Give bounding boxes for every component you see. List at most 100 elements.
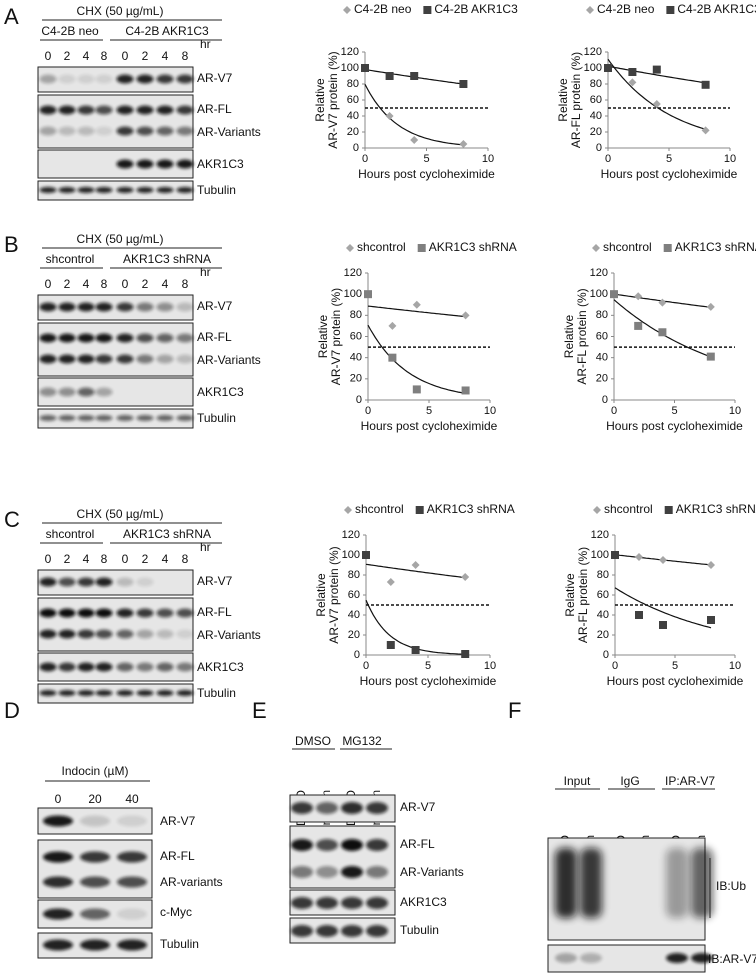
treatment-label: CHX (50 µg/mL) bbox=[77, 232, 164, 246]
legend-marker bbox=[666, 6, 675, 14]
x-axis-title: Hours post cycloheximide bbox=[361, 419, 498, 433]
lane-label: 8 bbox=[101, 277, 108, 291]
lane-label: 8 bbox=[182, 49, 189, 63]
row-label: AR-FL bbox=[197, 330, 232, 344]
legend-label: AKR1C3 shRNA bbox=[429, 240, 517, 254]
point bbox=[412, 300, 421, 309]
y-tick-label: 0 bbox=[596, 142, 602, 154]
y-tick-label: 20 bbox=[597, 629, 609, 641]
blot-band bbox=[136, 302, 154, 312]
blot-band bbox=[43, 939, 73, 951]
lane-label: 2 bbox=[142, 277, 149, 291]
point bbox=[412, 385, 421, 394]
blot-band bbox=[691, 953, 713, 963]
point bbox=[604, 64, 612, 72]
blot-band bbox=[58, 608, 76, 618]
blot-band bbox=[116, 577, 134, 587]
point bbox=[701, 126, 710, 135]
y-tick-label: 120 bbox=[590, 267, 608, 279]
legend-label: C4-2B neo bbox=[597, 2, 655, 16]
y-tick-label: 0 bbox=[354, 649, 360, 661]
blot-band bbox=[291, 802, 313, 814]
blot-band bbox=[136, 415, 154, 421]
blot-band bbox=[291, 897, 313, 909]
legend-marker bbox=[346, 244, 354, 252]
x-tick-label: 0 bbox=[365, 405, 371, 417]
lane-label: 4 bbox=[162, 49, 169, 63]
blot-band bbox=[43, 908, 73, 920]
blot-smear bbox=[691, 848, 713, 918]
point bbox=[652, 100, 661, 108]
blot-band bbox=[136, 159, 154, 169]
lane-label: 8 bbox=[101, 552, 108, 566]
blot-band bbox=[77, 105, 95, 115]
blot-band bbox=[58, 354, 76, 364]
y-tick-label: 120 bbox=[342, 529, 360, 541]
point bbox=[459, 80, 468, 88]
blot-band bbox=[95, 333, 113, 343]
point bbox=[652, 65, 661, 74]
blot-band bbox=[366, 866, 388, 878]
lane-label: 0 bbox=[45, 49, 52, 63]
blot-band bbox=[39, 387, 57, 397]
x-tick-label: 10 bbox=[729, 660, 741, 672]
point bbox=[459, 140, 468, 148]
blot-band bbox=[366, 802, 388, 814]
group-label: shcontrol bbox=[46, 252, 95, 266]
blot-band bbox=[39, 690, 57, 696]
blot-band bbox=[77, 354, 95, 364]
blot-band bbox=[176, 662, 194, 672]
lane-label: 0 bbox=[122, 49, 129, 63]
blot-band bbox=[580, 953, 602, 963]
group-label: MG132 bbox=[342, 734, 382, 748]
blot-band bbox=[117, 851, 147, 863]
blot-band bbox=[58, 387, 76, 397]
y-tick-label: 20 bbox=[350, 373, 362, 385]
blot-band bbox=[341, 925, 363, 937]
blot-band bbox=[366, 925, 388, 937]
point bbox=[388, 321, 397, 330]
point bbox=[386, 641, 395, 649]
lane-label: 2 bbox=[142, 49, 149, 63]
point bbox=[635, 553, 643, 561]
row-label: IB:Ub bbox=[716, 879, 746, 893]
lane-label: 8 bbox=[182, 552, 189, 566]
x-tick-label: 5 bbox=[671, 405, 677, 417]
y-tick-label: 40 bbox=[597, 609, 609, 621]
blot-band bbox=[80, 851, 110, 863]
blot-band bbox=[117, 908, 147, 920]
point bbox=[659, 556, 667, 564]
blot-band bbox=[58, 577, 76, 587]
blot-band bbox=[39, 74, 57, 84]
y-tick-label: 120 bbox=[344, 267, 362, 279]
x-axis-title: Hours post cycloheximide bbox=[360, 674, 497, 688]
lane-label: 4 bbox=[162, 552, 169, 566]
row-label: Tubulin bbox=[400, 923, 439, 937]
blot-box bbox=[289, 825, 396, 889]
x-axis-title: Hours post cycloheximide bbox=[358, 167, 495, 181]
blot-band bbox=[39, 608, 57, 618]
blot-band bbox=[136, 608, 154, 618]
y-axis-title: AR-FL protein (%) bbox=[569, 52, 583, 148]
blot-band bbox=[58, 629, 76, 639]
lane-label: 4 bbox=[83, 49, 90, 63]
blot-band bbox=[116, 608, 134, 618]
blot-band bbox=[116, 629, 134, 639]
x-tick-label: 0 bbox=[363, 660, 369, 672]
blot-band bbox=[291, 839, 313, 851]
blot-band bbox=[116, 662, 134, 672]
blot-band bbox=[95, 105, 113, 115]
blot-band bbox=[77, 387, 95, 397]
x-tick-label: 5 bbox=[426, 405, 432, 417]
legend-label: shcontrol bbox=[357, 240, 406, 254]
blot-band bbox=[136, 354, 154, 364]
blot-band bbox=[77, 608, 95, 618]
y-axis-title: Relative bbox=[562, 315, 576, 359]
y-tick-label: 40 bbox=[350, 352, 362, 364]
blot-band bbox=[116, 159, 134, 169]
blot-band bbox=[136, 629, 154, 639]
row-label: AKR1C3 bbox=[197, 660, 244, 674]
blot-band bbox=[58, 126, 76, 136]
point bbox=[461, 386, 470, 395]
